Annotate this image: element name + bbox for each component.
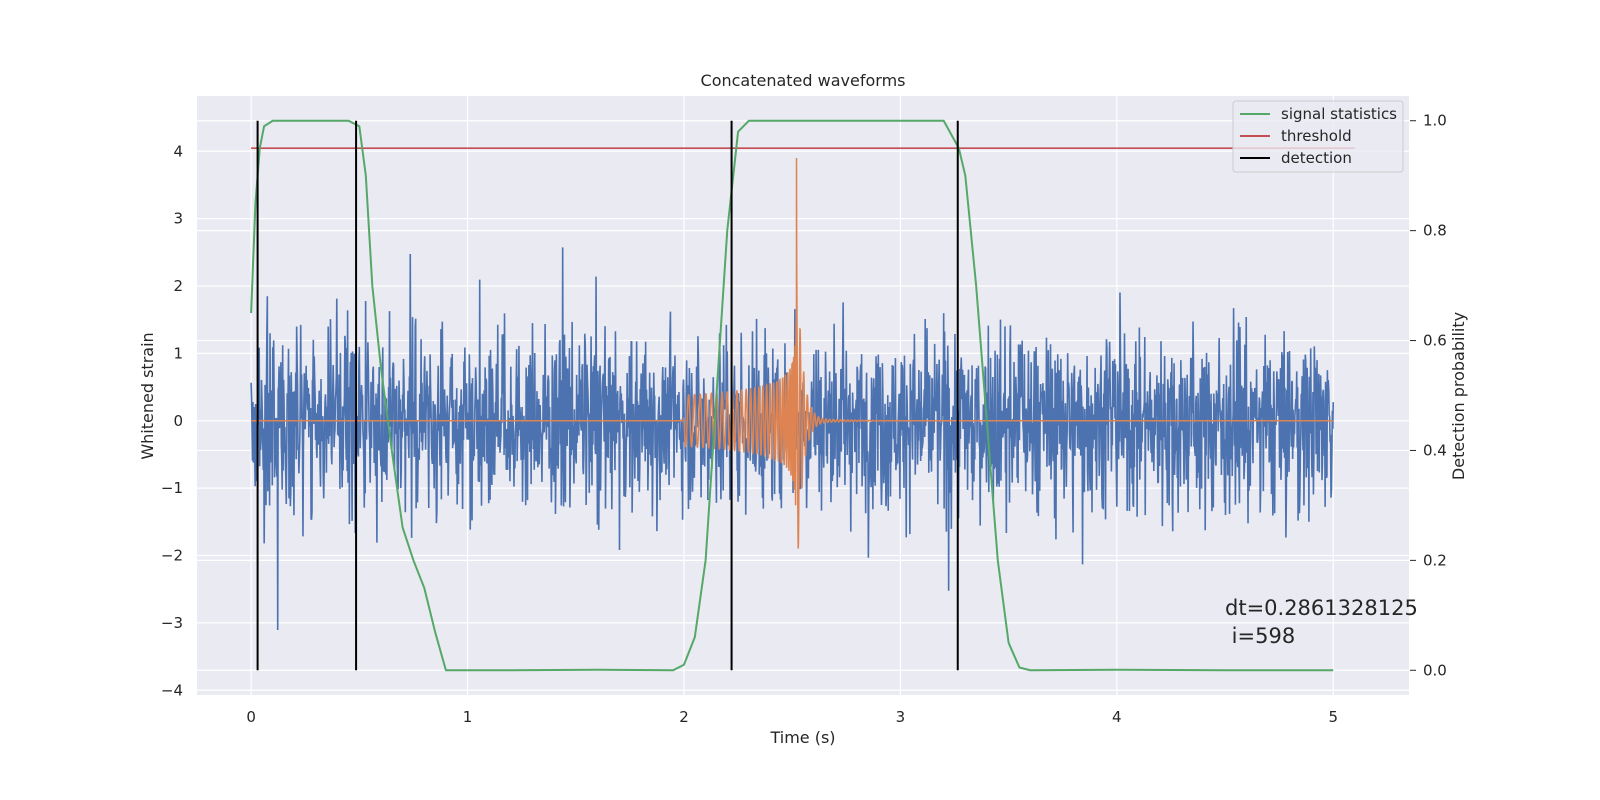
- x-axis-ticks: 0 1 2 3 4 5: [246, 708, 1338, 726]
- y-left-tick-label: 1: [173, 344, 183, 362]
- x-tick-label: 0: [246, 708, 256, 726]
- y-left-tick-label: −3: [161, 614, 183, 632]
- y-axis-right-label: Detection probability: [1449, 312, 1468, 480]
- y-axis-right-ticks: 0.0 0.2 0.4 0.6 0.8 1.0: [1410, 112, 1447, 679]
- legend-label: signal statistics: [1281, 105, 1397, 123]
- series-signal-statistics: [250, 119, 1334, 672]
- y-right-tick-label: 0.4: [1423, 441, 1447, 459]
- series-chirp-waveform: [251, 157, 1334, 549]
- y-left-tick-label: −1: [161, 479, 183, 497]
- y-right-tick-label: 0.8: [1423, 222, 1447, 240]
- series-layer: [250, 119, 1355, 672]
- x-tick-label: 3: [896, 708, 906, 726]
- chart-title: Concatenated waveforms: [701, 71, 906, 90]
- x-axis-label: Time (s): [769, 728, 835, 747]
- y-right-tick-label: 1.0: [1423, 112, 1447, 130]
- y-right-tick-label: 0.0: [1423, 661, 1447, 679]
- y-right-tick-label: 0.2: [1423, 551, 1447, 569]
- annotation-dt: dt=0.2861328125: [1225, 596, 1418, 620]
- y-axis-left-ticks: −4 −3 −2 −1 0 1 2 3 4: [161, 142, 183, 699]
- legend-box: [1232, 100, 1404, 173]
- x-tick-label: 5: [1328, 708, 1338, 726]
- y-axis-left-label: Whitened strain: [138, 332, 157, 459]
- annotation: dt=0.2861328125 i=598: [1225, 596, 1418, 648]
- legend: signal statistics threshold detection: [1232, 100, 1404, 173]
- y-right-tick-label: 0.6: [1423, 332, 1447, 350]
- annotation-index: i=598: [1225, 624, 1295, 648]
- y-left-tick-label: 2: [173, 277, 183, 295]
- y-left-tick-label: −4: [161, 681, 183, 699]
- legend-label: threshold: [1281, 127, 1352, 145]
- y-left-tick-label: 4: [173, 142, 183, 160]
- x-tick-label: 1: [463, 708, 473, 726]
- y-left-tick-label: 0: [173, 412, 183, 430]
- y-left-tick-label: −2: [161, 547, 183, 565]
- legend-label: detection: [1281, 149, 1352, 167]
- x-tick-label: 2: [679, 708, 689, 726]
- x-tick-label: 4: [1112, 708, 1122, 726]
- y-left-tick-label: 3: [173, 210, 183, 228]
